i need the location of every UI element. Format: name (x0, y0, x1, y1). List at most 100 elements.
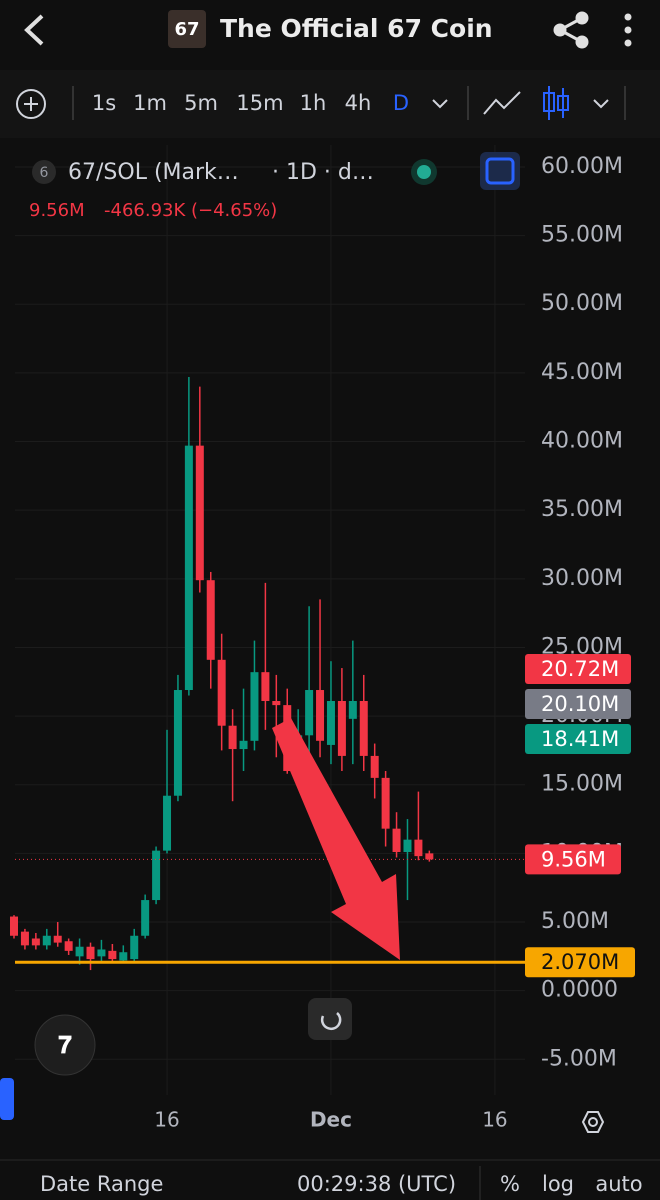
candle-body (272, 700, 281, 706)
candle-body (425, 853, 434, 860)
interval-button[interactable]: 1s (92, 91, 116, 115)
interval-button[interactable]: 4h (345, 91, 372, 115)
candle-body (130, 935, 139, 960)
candle-body (217, 659, 226, 726)
side-tab[interactable] (0, 1078, 14, 1120)
percent-button[interactable]: % (500, 1172, 520, 1196)
price-badge-label: 18.41M (541, 727, 619, 751)
legend-badge (32, 160, 56, 184)
line-chart-button[interactable] (483, 91, 521, 115)
y-tick-label: -5.00M (541, 1046, 617, 1071)
legend-interval: · 1D · d… (272, 160, 374, 185)
y-tick-label: 45.00M (541, 360, 623, 385)
chevron[interactable] (432, 99, 448, 109)
candle-body (20, 931, 29, 946)
x-tick-label: 16 (154, 1108, 179, 1132)
x-tick-label: 16 (482, 1108, 507, 1132)
y-tick-label: 55.00M (541, 223, 623, 248)
candle-body (337, 700, 346, 756)
candle-body (206, 580, 215, 660)
candle-body (31, 938, 40, 946)
legend-last: 9.56M (29, 200, 85, 221)
interval-button[interactable]: 1h (300, 91, 327, 115)
tv-logo (34, 1014, 96, 1076)
settings-button[interactable] (581, 1111, 605, 1133)
candle-body (403, 839, 412, 853)
candle-body (97, 949, 106, 957)
candle-body (348, 700, 357, 719)
candle-body (42, 935, 51, 946)
clock: 00:29:38 (UTC) (297, 1172, 456, 1196)
candle-body (184, 445, 193, 691)
y-tick-label: 0.0000 (541, 978, 618, 1003)
share-button[interactable] (553, 11, 589, 49)
legend-badge-text: 6 (40, 165, 49, 181)
marker-badge (525, 947, 635, 978)
chart-area (15, 145, 660, 1155)
price-badge (525, 654, 631, 684)
candle-body (119, 952, 128, 961)
interval-button[interactable]: 15m (236, 91, 283, 115)
candle-body (163, 795, 172, 851)
back-button[interactable] (24, 14, 44, 46)
interval-button[interactable]: 1m (133, 91, 167, 115)
marker-label: 2.070M (541, 950, 619, 974)
interval-button[interactable]: 5m (184, 91, 218, 115)
last-price-label: 9.56M (541, 847, 606, 871)
y-tick-label: 50.00M (541, 291, 623, 316)
price-badge (525, 724, 631, 754)
status-dot (417, 165, 431, 179)
coin-icon (168, 10, 206, 48)
add-button[interactable] (16, 89, 46, 119)
chevron[interactable] (593, 99, 609, 109)
candle-body (261, 672, 270, 701)
price-badge-label: 20.10M (541, 692, 619, 716)
arrow-annotation (272, 718, 400, 960)
candle-body (10, 916, 18, 936)
y-tick-label: 60.00M (541, 154, 623, 179)
log-button[interactable]: log (542, 1172, 574, 1196)
candle-body (250, 672, 259, 741)
y-tick-label: 5.00M (541, 909, 609, 934)
legend-symbol: 67/SOL (Mark… (68, 160, 239, 185)
candle-chart-button[interactable] (543, 86, 569, 120)
candle-body (359, 700, 368, 756)
candle-body (173, 690, 182, 796)
candle-body (86, 946, 95, 960)
candle-body (53, 935, 62, 943)
y-tick-label: 15.00M (541, 772, 623, 797)
y-tick-label: 40.00M (541, 429, 623, 454)
candle-body (75, 946, 84, 957)
candle-body (381, 777, 390, 829)
candle-body (370, 755, 379, 778)
candle-body (108, 950, 117, 960)
candle-body (316, 690, 325, 741)
y-tick-label: 30.00M (541, 566, 623, 591)
candle-body (141, 900, 150, 936)
interval-button[interactable]: D (393, 91, 409, 115)
x-tick-label: Dec (310, 1108, 352, 1132)
candle-body (239, 740, 248, 750)
more-button[interactable] (624, 13, 632, 47)
fullscreen-button[interactable] (480, 152, 520, 190)
candle-body (414, 839, 423, 857)
auto-button[interactable]: auto (595, 1172, 642, 1196)
coin-icon-text: 67 (174, 19, 199, 40)
tv-logo-mark: 𝟕 (58, 1031, 72, 1059)
candle-body (64, 941, 73, 951)
candle-body (326, 700, 335, 745)
page-title: The Official 67 Coin (220, 14, 493, 43)
price-badge (525, 689, 631, 719)
reset-button[interactable] (308, 998, 352, 1040)
reset-icon (320, 1012, 342, 1031)
price-badge-label: 20.72M (541, 657, 619, 681)
candle-body (228, 725, 237, 750)
y-tick-label: 35.00M (541, 497, 623, 522)
candle-body (305, 690, 314, 736)
candle-body (392, 828, 401, 853)
last-price-badge (525, 844, 621, 875)
candle-body (195, 445, 204, 581)
fullscreen-icon (485, 157, 515, 185)
date-range-button[interactable]: Date Range (40, 1172, 163, 1196)
